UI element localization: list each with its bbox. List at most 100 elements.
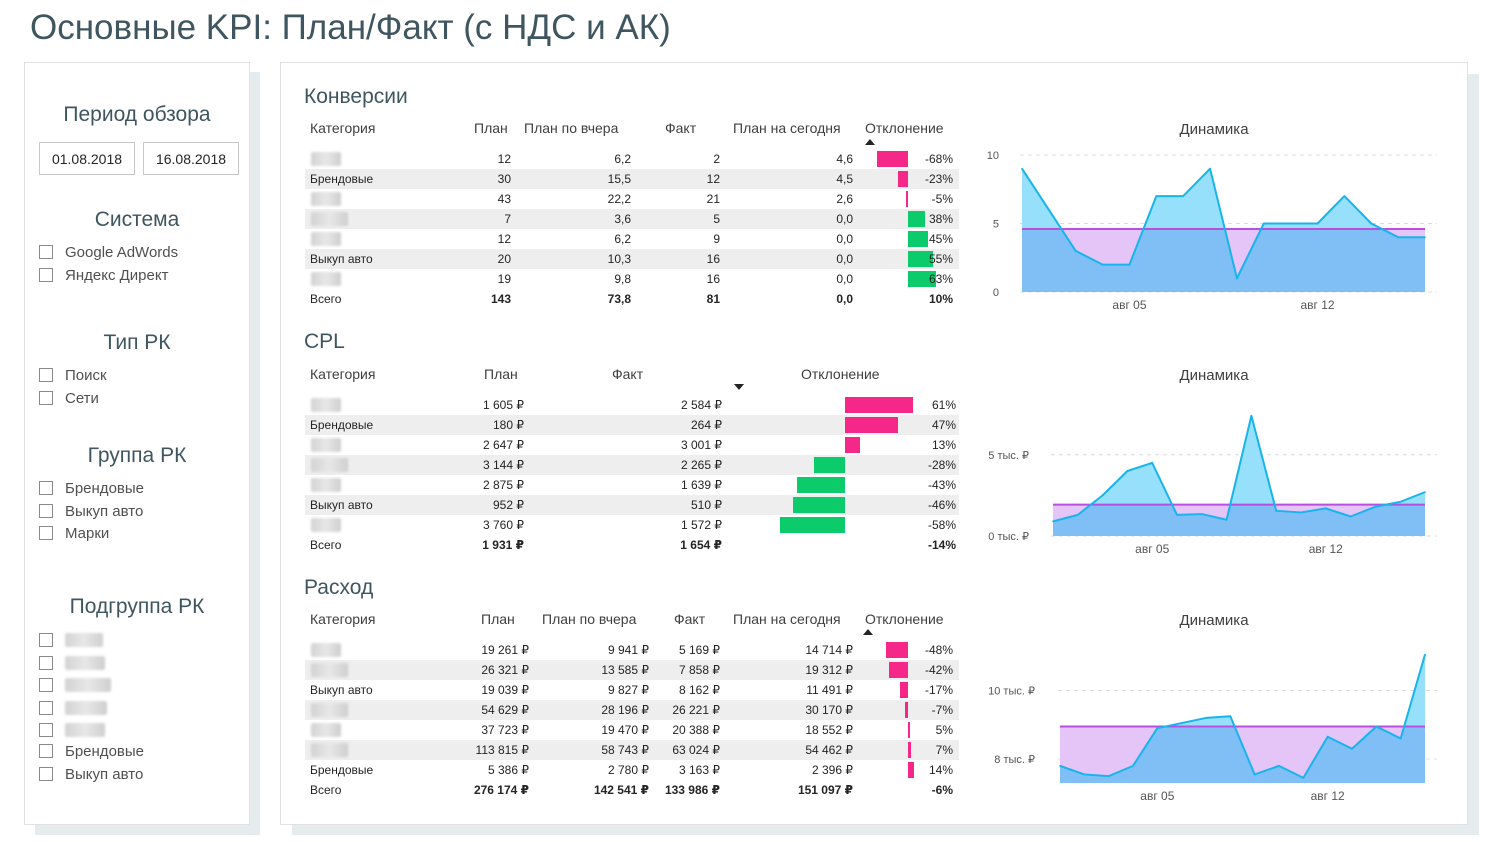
checkbox[interactable] xyxy=(39,504,53,518)
plan-cell: 19 261 ₽ xyxy=(481,643,529,657)
data-point xyxy=(1176,514,1178,516)
deviation-bar xyxy=(877,151,908,167)
slicer-item-rk-subgroup[interactable]: Брендовые xyxy=(39,741,144,761)
data-point xyxy=(1253,773,1256,776)
column-header[interactable]: План на сегодня xyxy=(733,120,841,136)
slicer-item-rk-subgroup[interactable] xyxy=(39,675,111,695)
column-header[interactable]: Категория xyxy=(310,611,376,627)
checkbox[interactable] xyxy=(39,723,53,737)
column-header[interactable]: Факт xyxy=(674,611,706,627)
table-row: 37 723 ₽ 19 470 ₽ 20 388 ₽ 18 552 ₽ 5% xyxy=(305,720,959,740)
column-header[interactable]: Отклонение xyxy=(801,366,880,382)
checkbox[interactable] xyxy=(39,767,53,781)
checkbox[interactable] xyxy=(39,678,53,692)
table-row: 113 815 ₽ 58 743 ₽ 63 024 ₽ 54 462 ₽ 7% xyxy=(305,740,959,760)
checkbox[interactable] xyxy=(39,701,53,715)
total-row: Всего 1 931 ₽ 1 654 ₽ -14% xyxy=(305,535,959,555)
column-header[interactable]: Категория xyxy=(310,366,376,382)
plan-cell: 19 xyxy=(497,272,511,286)
deviation-bar xyxy=(780,517,845,533)
y-tick-label: 5 тыс. ₽ xyxy=(988,450,1029,462)
deviation-bar xyxy=(908,251,933,267)
column-header[interactable]: План xyxy=(474,120,508,136)
y-tick-label: 5 xyxy=(993,219,999,231)
date-to-input[interactable]: 16.08.2018 xyxy=(143,142,239,175)
column-header[interactable]: Факт xyxy=(612,366,644,382)
plan_y-cell: 22,2 xyxy=(607,192,631,206)
slicer-item-system[interactable]: Google AdWords xyxy=(39,242,178,262)
rk-type-slicer-title: Тип РК xyxy=(103,331,171,354)
deviation-bar xyxy=(900,682,908,698)
redacted-category xyxy=(311,643,341,657)
slicer-item-rk-subgroup[interactable] xyxy=(39,698,107,718)
checkbox[interactable] xyxy=(39,481,53,495)
data-point xyxy=(1083,773,1086,776)
column-header[interactable]: План xyxy=(481,611,515,627)
column-header[interactable]: План по вчера xyxy=(524,120,619,136)
slicer-item-rk-subgroup[interactable] xyxy=(39,720,105,740)
table-row: 2 875 ₽ 1 639 ₽ -43% xyxy=(305,475,959,495)
checkbox[interactable] xyxy=(39,268,53,282)
sort-arrow-icon[interactable] xyxy=(865,139,875,145)
column-header[interactable]: План xyxy=(484,366,518,382)
column-header[interactable]: Отклонение xyxy=(865,611,944,627)
deviation-cell: 7% xyxy=(935,743,953,757)
slicer-item-rk-group[interactable]: Брендовые xyxy=(39,478,144,498)
plan_t-cell: 0,0 xyxy=(836,292,853,306)
slicer-item-rk-subgroup[interactable]: Выкуп авто xyxy=(39,764,143,784)
sort-arrow-icon[interactable] xyxy=(734,384,744,390)
rk-group-slicer-title: Группа РК xyxy=(87,444,187,467)
data-point xyxy=(1048,209,1050,211)
category-cell: Всего xyxy=(310,783,342,797)
checkbox[interactable] xyxy=(39,656,53,670)
checkbox[interactable] xyxy=(39,633,53,647)
column-header[interactable]: Отклонение xyxy=(865,120,944,136)
slicer-item-rk-type[interactable]: Сети xyxy=(39,388,99,408)
plan_t-cell: 30 170 ₽ xyxy=(805,703,853,717)
checkbox[interactable] xyxy=(39,391,53,405)
cpl-title: CPL xyxy=(304,330,345,353)
data-point xyxy=(1209,167,1211,170)
data-point xyxy=(1300,511,1302,514)
slicer-item-rk-subgroup[interactable] xyxy=(39,630,103,650)
plan-cell: 20 xyxy=(497,252,511,266)
deviation-cell: -58% xyxy=(927,518,956,532)
fact-area-above-plan xyxy=(1053,415,1425,505)
y-tick-label: 0 xyxy=(993,287,999,299)
slicer-item-rk-group[interactable]: Выкуп авто xyxy=(39,501,143,521)
checkbox[interactable] xyxy=(39,744,53,758)
plan_t-cell: 54 462 ₽ xyxy=(805,743,853,757)
redacted-category xyxy=(311,743,348,757)
column-header[interactable]: План на сегодня xyxy=(733,611,841,627)
slicer-item-rk-subgroup[interactable] xyxy=(39,653,105,673)
data-point xyxy=(1250,414,1253,417)
slicer-item-system[interactable]: Яндекс Директ xyxy=(39,265,168,285)
table-row: 26 321 ₽ 13 585 ₽ 7 858 ₽ 19 312 ₽ -42% xyxy=(305,660,959,680)
sort-arrow-icon[interactable] xyxy=(863,629,873,635)
deviation-cell: -46% xyxy=(927,498,956,512)
data-point xyxy=(1326,735,1329,738)
table-row: Выкуп авто 952 ₽ 510 ₽ -46% xyxy=(305,495,959,515)
column-header[interactable]: Факт xyxy=(665,120,697,136)
fact-line xyxy=(1052,414,1426,523)
date-from-input[interactable]: 01.08.2018 xyxy=(39,142,135,175)
checkbox[interactable] xyxy=(39,245,53,259)
plan_y-cell: 73,8 xyxy=(607,292,631,306)
data-point xyxy=(1182,195,1184,197)
column-header[interactable]: Категория xyxy=(310,120,376,136)
deviation-cell: -17% xyxy=(924,683,953,697)
table-row: 2 647 ₽ 3 001 ₽ 13% xyxy=(305,435,959,455)
fact-line xyxy=(1059,654,1426,779)
fact-line xyxy=(1021,167,1425,280)
column-header[interactable]: План по вчера xyxy=(542,611,637,627)
plan_y-cell: 9,8 xyxy=(614,272,631,286)
slicer-item-label: Выкуп авто xyxy=(65,765,144,783)
checkbox[interactable] xyxy=(39,526,53,540)
slicer-item-rk-type[interactable]: Поиск xyxy=(39,365,107,385)
checkbox[interactable] xyxy=(39,368,53,382)
data-point xyxy=(1424,491,1426,493)
data-point xyxy=(1126,470,1129,472)
plan-cell: 7 xyxy=(504,212,511,226)
main-panel xyxy=(280,62,1468,825)
slicer-item-rk-group[interactable]: Марки xyxy=(39,523,109,543)
